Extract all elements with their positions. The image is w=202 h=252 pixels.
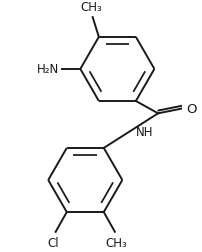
Text: CH₃: CH₃ bbox=[81, 2, 102, 14]
Text: Cl: Cl bbox=[47, 236, 59, 248]
Text: O: O bbox=[186, 103, 197, 115]
Text: CH₃: CH₃ bbox=[105, 236, 127, 248]
Text: NH: NH bbox=[136, 126, 153, 139]
Text: H₂N: H₂N bbox=[37, 63, 59, 76]
